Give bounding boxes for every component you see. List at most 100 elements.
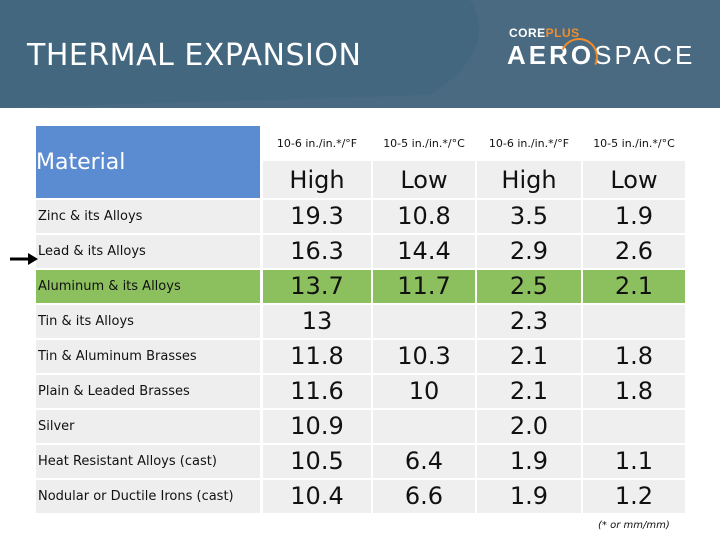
pointer-arrow-icon (10, 253, 38, 265)
value-text: 10.8 (397, 202, 451, 230)
column-unit-3: 10-6 in./in.*/°F (488, 137, 570, 150)
logo-core-plus: COREPLUS (509, 26, 580, 40)
value-text: 11.7 (397, 272, 451, 300)
value-cell (583, 235, 685, 268)
value-text: 2.1 (509, 377, 549, 405)
material-header-label: Material (36, 150, 126, 175)
value-cell (373, 445, 475, 478)
page-title: THERMAL EXPANSION (27, 38, 362, 73)
value-cell (583, 305, 685, 338)
value-cell (263, 305, 371, 338)
column-level-1: High (289, 166, 345, 194)
material-cell (36, 480, 260, 513)
column-level-3: High (501, 166, 557, 194)
value-cell (477, 340, 581, 373)
column-level-4: Low (610, 166, 658, 194)
column-unit-4: 10-5 in./in.*/°C (593, 137, 675, 150)
value-text: 13 (301, 307, 333, 335)
value-text: 1.9 (509, 482, 549, 510)
value-cell (263, 410, 371, 443)
value-text: 10 (408, 377, 440, 405)
value-cell (583, 445, 685, 478)
value-text: 1.8 (614, 377, 654, 405)
value-text: 6.4 (404, 447, 444, 475)
value-text: 16.3 (290, 237, 344, 265)
value-text: 14.4 (397, 237, 451, 265)
value-cell (583, 480, 685, 513)
value-cell (263, 270, 371, 303)
material-cell (36, 235, 260, 268)
value-cell (477, 410, 581, 443)
value-cell (373, 340, 475, 373)
value-cell (373, 235, 475, 268)
value-cell (477, 480, 581, 513)
material-cell (36, 410, 260, 443)
value-cell (263, 480, 371, 513)
value-cell (263, 375, 371, 408)
value-text: 19.3 (290, 202, 344, 230)
value-cell (583, 375, 685, 408)
material-label: Lead & its Alloys (38, 244, 146, 259)
value-cell (263, 445, 371, 478)
value-cell (373, 480, 475, 513)
material-cell (36, 340, 260, 373)
value-cell (583, 340, 685, 373)
value-text: 2.0 (509, 412, 549, 440)
value-text: 1.2 (614, 482, 654, 510)
material-label: Tin & its Alloys (38, 314, 134, 329)
material-cell (36, 445, 260, 478)
value-cell (373, 270, 475, 303)
value-text: 2.6 (614, 237, 654, 265)
material-cell (36, 375, 260, 408)
material-label: Tin & Aluminum Brasses (38, 349, 197, 364)
value-cell (583, 200, 685, 233)
value-text: 11.8 (290, 342, 344, 370)
value-cell (263, 340, 371, 373)
value-cell (373, 375, 475, 408)
material-header-cell (36, 126, 260, 198)
value-cell (373, 305, 475, 338)
material-cell (36, 200, 260, 233)
value-text: 2.1 (614, 272, 654, 300)
value-text: 10.3 (397, 342, 451, 370)
material-cell (36, 305, 260, 338)
coreplus-aerospace-logo: COREPLUS AEROSPACE (505, 20, 705, 82)
value-cell (477, 235, 581, 268)
value-text: 2.9 (509, 237, 549, 265)
value-text: 11.6 (290, 377, 344, 405)
value-text: 6.6 (404, 482, 444, 510)
value-text: 2.5 (509, 272, 549, 300)
value-text: 2.3 (509, 307, 549, 335)
value-cell (263, 235, 371, 268)
value-text: 10.5 (290, 447, 344, 475)
material-label: Plain & Leaded Brasses (38, 384, 190, 399)
value-cell (263, 200, 371, 233)
value-cell (477, 445, 581, 478)
highlighted-row-background (36, 270, 260, 303)
value-text: 1.8 (614, 342, 654, 370)
value-cell (477, 305, 581, 338)
column-level-cell (263, 161, 371, 198)
column-level-cell (583, 161, 685, 198)
column-level-cell (373, 161, 475, 198)
column-unit-2: 10-5 in./in.*/°C (383, 137, 465, 150)
value-text: 2.1 (509, 342, 549, 370)
material-label: Silver (38, 419, 75, 434)
value-cell (583, 270, 685, 303)
value-text: 3.5 (509, 202, 549, 230)
column-unit-1: 10-6 in./in.*/°F (276, 137, 358, 150)
value-text: 1.9 (614, 202, 654, 230)
logo-aerospace: AEROSPACE (507, 40, 696, 70)
value-text: 1.9 (509, 447, 549, 475)
header-banner: THERMAL EXPANSION COREPLUS AEROSPACE (0, 0, 720, 108)
value-cell (583, 410, 685, 443)
value-cell (373, 200, 475, 233)
footnote: (* or mm/mm) (598, 520, 670, 531)
material-label: Heat Resistant Alloys (cast) (38, 454, 217, 469)
value-text: 10.4 (290, 482, 344, 510)
material-label: Zinc & its Alloys (38, 209, 143, 224)
value-cell (477, 200, 581, 233)
material-label: Nodular or Ductile Irons (cast) (38, 489, 234, 504)
value-cell (477, 270, 581, 303)
value-text: 13.7 (290, 272, 344, 300)
